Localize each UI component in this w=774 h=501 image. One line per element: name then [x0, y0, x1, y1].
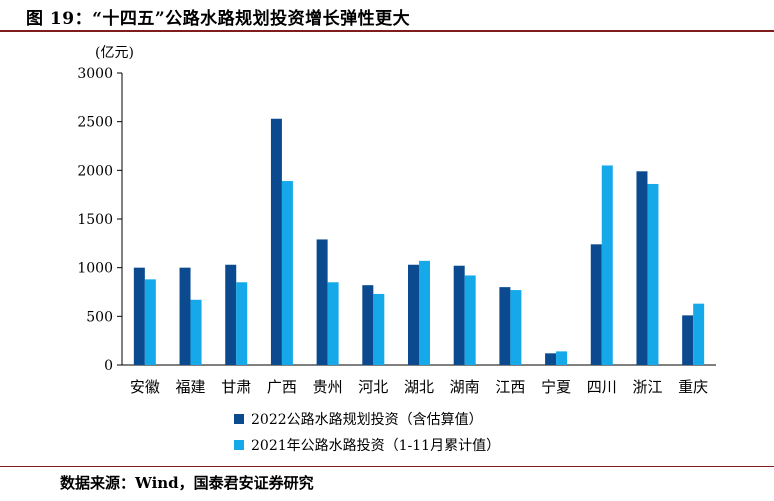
- bar-2022-5: [362, 285, 374, 365]
- bar-2021-11: [647, 183, 659, 365]
- figure-title: 图 19：“十四五”公路水路规划投资增长弹性更大: [26, 9, 411, 29]
- bar-2021-10: [601, 165, 613, 365]
- bar-2022-8: [499, 287, 511, 365]
- x-tick-label: 宁夏: [541, 378, 571, 396]
- bar-2022-7: [453, 265, 465, 365]
- bar-2021-5: [373, 293, 385, 365]
- y-unit-label: (亿元): [95, 45, 134, 61]
- bar-2021-4: [327, 282, 339, 365]
- y-tick-label: 2000: [77, 163, 113, 179]
- x-tick-label: 甘肃: [221, 378, 251, 396]
- bar-chart: (亿元) 0 500 1000 1500 2000 2500 3000 安徽 福建 甘肃 广西 贵州 河北…: [77, 45, 716, 454]
- x-tick-label: 福建: [176, 378, 206, 396]
- y-tick-label: 1500: [77, 212, 113, 228]
- bar-2021-9: [556, 351, 568, 365]
- bar-2021-1: [190, 299, 202, 365]
- y-tick-label: 0: [104, 358, 113, 374]
- x-tick-label: 安徽: [130, 378, 160, 396]
- bar-2021-0: [144, 279, 156, 365]
- x-tick-label: 江西: [495, 378, 525, 396]
- bar-2022-2: [225, 264, 237, 365]
- bar-2021-7: [464, 275, 476, 365]
- source-divider: [0, 466, 774, 467]
- bar-2022-10: [590, 244, 602, 365]
- legend-label-2021: 2021年公路水路投资（1-11月累计值）: [251, 438, 500, 454]
- title-divider: [0, 30, 774, 32]
- bar-2022-6: [408, 264, 419, 365]
- x-tick-label: 河北: [358, 378, 388, 396]
- legend-swatch-2022: [234, 414, 244, 424]
- x-tick-label: 浙江: [632, 378, 662, 396]
- x-tick-label: 广西: [267, 378, 297, 396]
- y-tick-label: 3000: [77, 66, 113, 82]
- source-note: 数据来源：Wind，国泰君安证券研究: [60, 474, 314, 492]
- x-tick-label: 四川: [587, 378, 617, 396]
- x-tick-label: 湖北: [404, 378, 434, 396]
- bar-2022-9: [545, 353, 557, 365]
- bar-2022-12: [682, 315, 694, 365]
- bar-2022-1: [179, 267, 191, 365]
- bar-2022-0: [133, 267, 145, 365]
- bar-2022-11: [636, 171, 648, 365]
- bar-2022-4: [316, 239, 328, 365]
- y-tick-label: 2500: [77, 115, 113, 131]
- legend-swatch-2021: [234, 440, 244, 450]
- x-tick-label: 湖南: [450, 378, 480, 396]
- bar-2021-6: [419, 260, 430, 365]
- x-tick-label: 重庆: [678, 378, 708, 396]
- bar-2021-8: [510, 290, 522, 365]
- legend-label-2022: 2022公路水路规划投资（含估算值）: [251, 412, 483, 428]
- bar-2021-3: [281, 181, 293, 365]
- bar-2021-2: [236, 282, 248, 365]
- bar-2021-12: [693, 303, 705, 365]
- x-tick-label: 贵州: [313, 378, 343, 396]
- y-tick-label: 500: [86, 309, 113, 325]
- bar-2022-3: [270, 118, 282, 365]
- y-tick-label: 1000: [77, 261, 113, 277]
